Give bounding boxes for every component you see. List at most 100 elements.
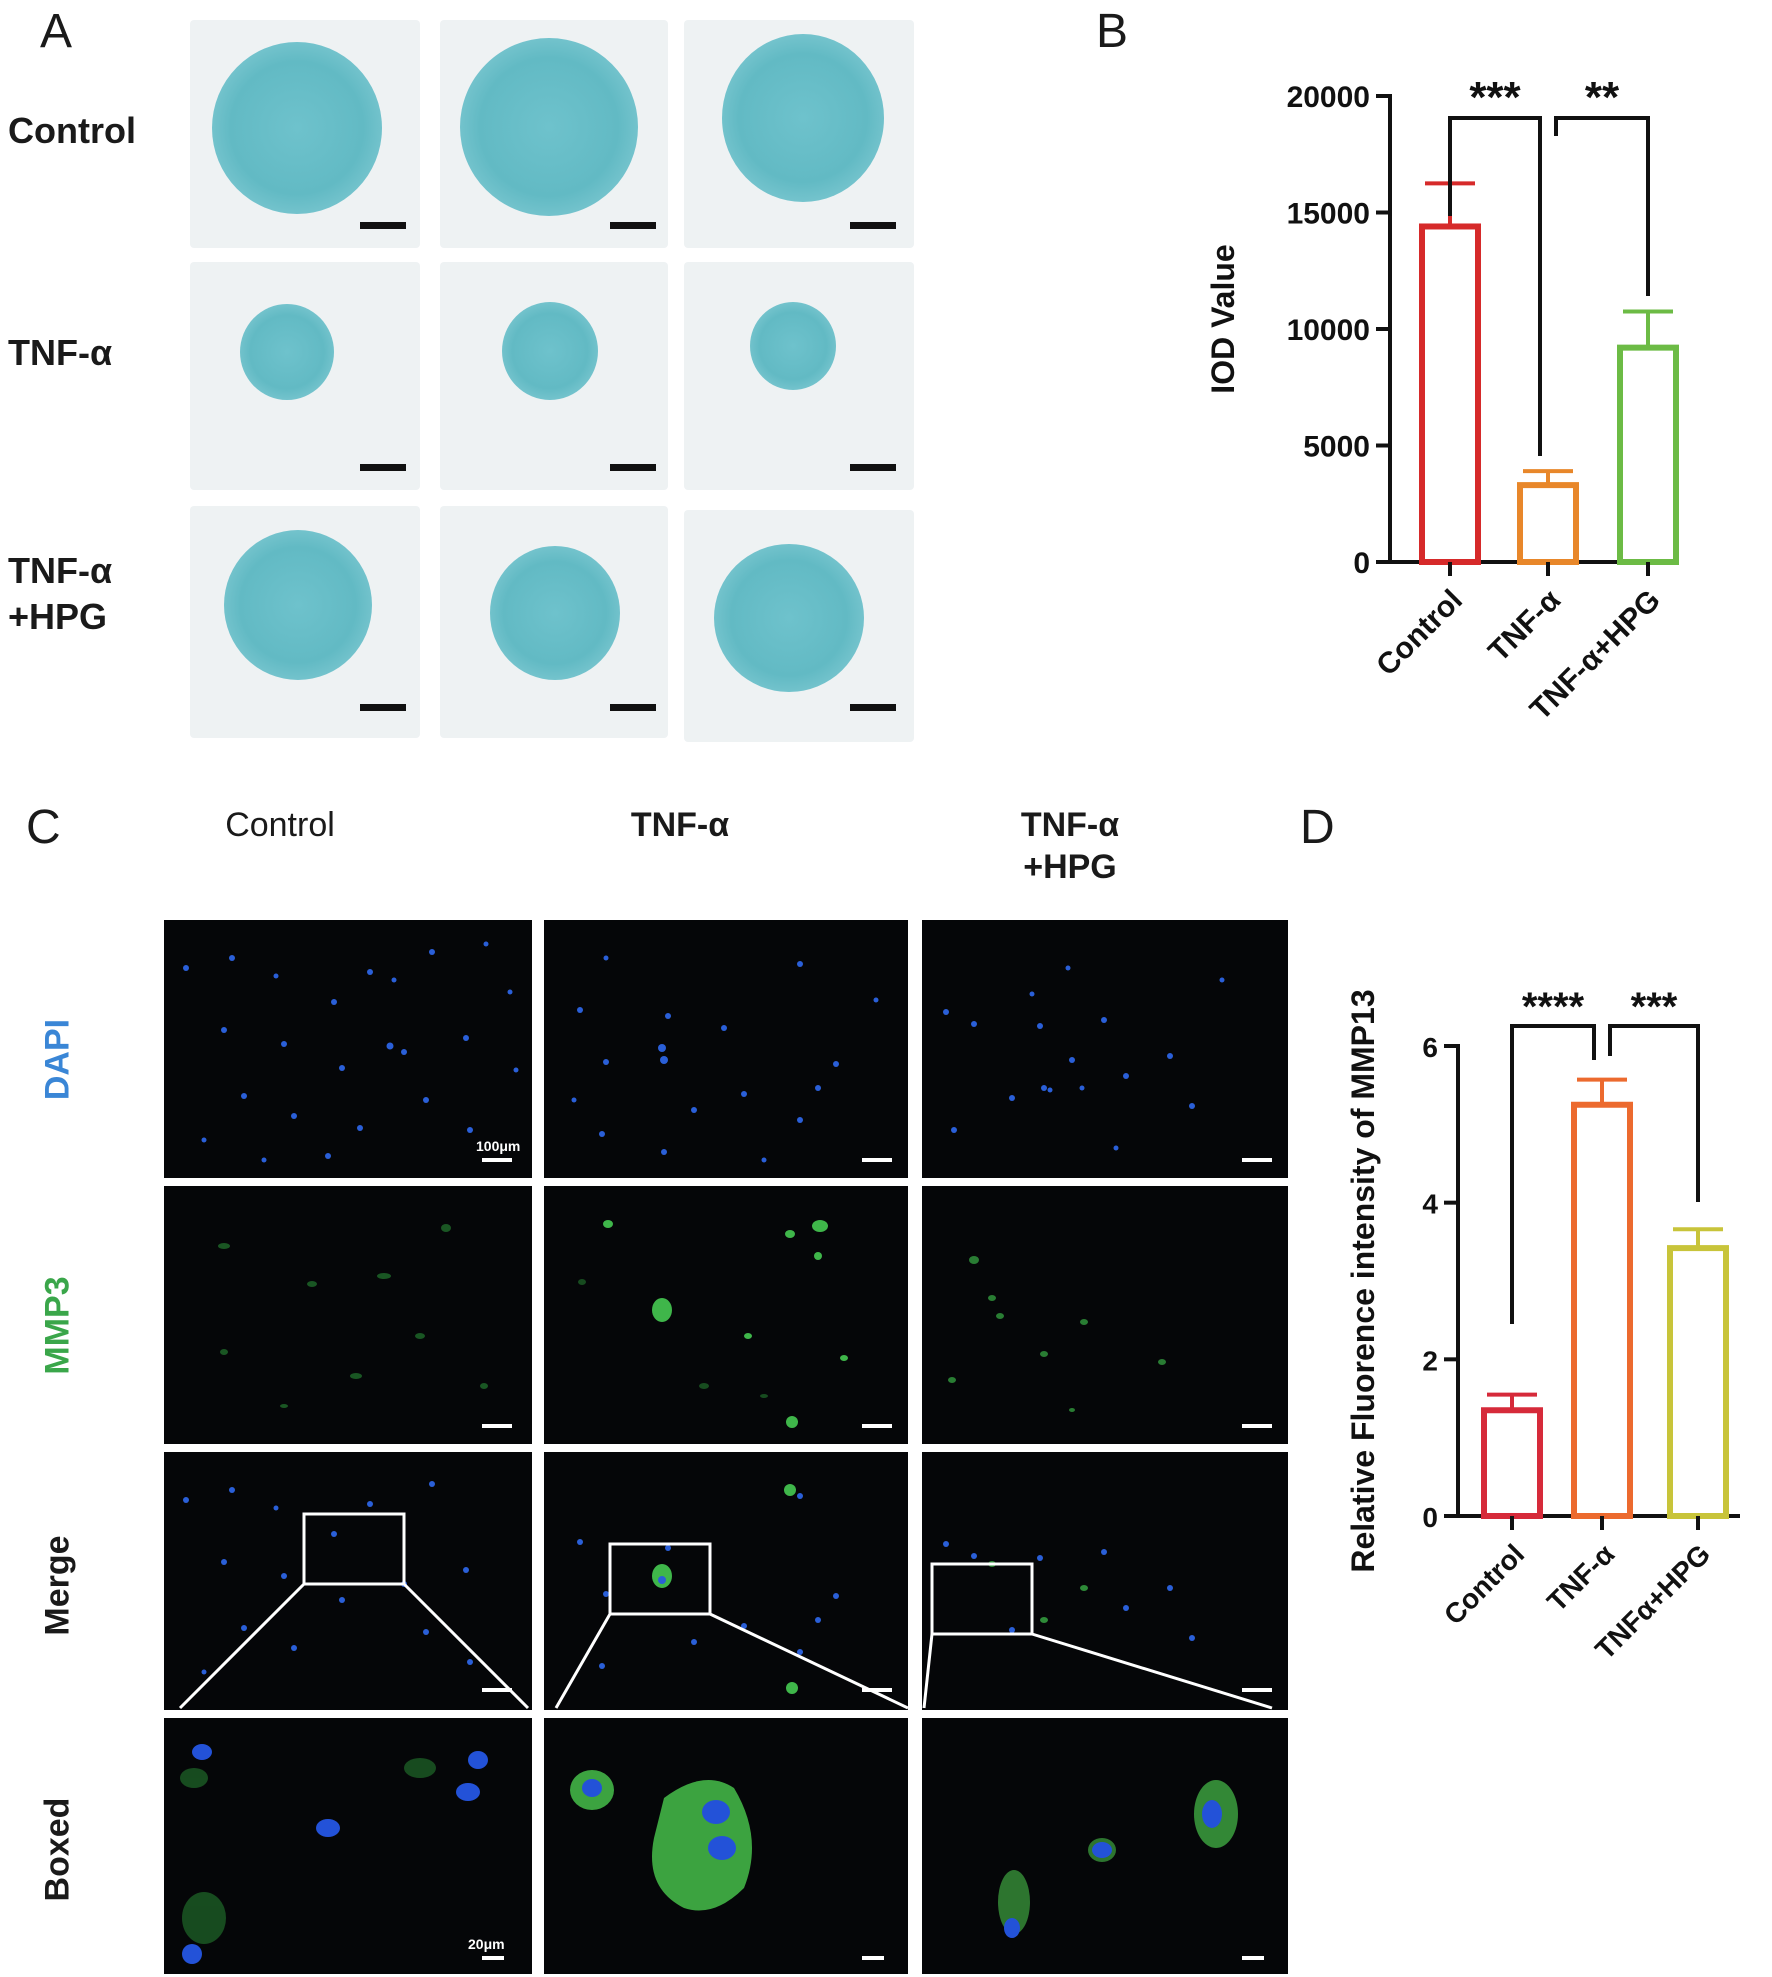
- boxed-image-tnf: [544, 1718, 908, 1974]
- alcian-image-tnf-1: [190, 262, 420, 490]
- row-label-dapi: DAPI: [38, 1018, 77, 1101]
- scale-bar: [1242, 1158, 1272, 1162]
- bar-group: Control: [1370, 181, 1481, 683]
- chart-d-mmp13: 0 2 4 6 Relative Fluorence intensity of MMP1…: [1345, 985, 1740, 1665]
- significance-label: ***: [1631, 985, 1678, 1029]
- bar: [1617, 344, 1679, 566]
- merge-signal: [178, 1481, 530, 1710]
- boxed-signal: [570, 1770, 752, 1911]
- y-tick-label: 0: [1422, 1502, 1438, 1533]
- x-tick-label: Control: [1438, 1538, 1530, 1630]
- mmp3-signal: [948, 1256, 1166, 1412]
- scale-bar: [850, 464, 896, 471]
- row-label-boxed: Boxed: [38, 1797, 77, 1902]
- scale-bar: [482, 1424, 512, 1428]
- alcian-image-control-3: [684, 20, 914, 248]
- scale-bar: [862, 1956, 884, 1960]
- bracket-line: [1448, 116, 1542, 456]
- row-label-tnf-hpg-line1: TNF-α: [8, 550, 113, 591]
- merge-image-tnf: [544, 1452, 908, 1710]
- bar-group: TNFα+HPG: [1589, 1227, 1729, 1665]
- alcian-image-control-2: [440, 20, 668, 248]
- merge-signal: [922, 1541, 1273, 1710]
- bar-group: TNF-α: [1541, 1077, 1633, 1617]
- alcian-image-tnf-3: [684, 262, 914, 490]
- significance-bracket: **: [1554, 73, 1650, 296]
- panel-letter-b: B: [1096, 5, 1129, 58]
- scale-bar: [850, 704, 896, 711]
- nuclei-dots: [571, 955, 879, 1163]
- column-label-control: Control: [225, 806, 335, 844]
- merge-image-tnf-hpg: [922, 1452, 1288, 1710]
- boxed-image-control: 20μm: [164, 1718, 532, 1974]
- scale-bar: [850, 222, 896, 229]
- zoom-box: [930, 1562, 1034, 1636]
- zoom-box: [302, 1512, 406, 1586]
- panel-letter-d: D: [1300, 801, 1335, 854]
- dapi-image-tnf: [544, 920, 908, 1178]
- pellet-stain: [240, 304, 334, 400]
- bar: [1419, 223, 1481, 565]
- dapi-image-tnf-hpg: [922, 920, 1288, 1178]
- pellet-stain: [224, 530, 372, 680]
- bar: [1481, 1407, 1543, 1519]
- y-axis-label: Relative Fluorence intensity of MMP13: [1345, 989, 1381, 1572]
- pellet-stain: [750, 302, 836, 390]
- pellet-stain: [714, 544, 864, 692]
- scale-bar: [610, 222, 656, 229]
- y-tick-label: 0: [1353, 547, 1370, 580]
- y-tick-label: 10000: [1287, 314, 1370, 347]
- bracket-line: [1510, 1024, 1596, 1324]
- merge-image-control: [164, 1452, 532, 1710]
- column-label-tnf-hpg-line1: TNF-α: [1020, 806, 1120, 844]
- scale-bar: [482, 1688, 512, 1692]
- scale-bar: [482, 1158, 512, 1162]
- row-label-control: Control: [8, 110, 136, 151]
- x-tick-label: TNF-α: [1482, 583, 1567, 668]
- column-label-tnf: TNF-α: [630, 806, 730, 844]
- x-tick-label: TNF-α: [1541, 1538, 1620, 1617]
- zoom-box: [608, 1542, 712, 1616]
- significance-label: ***: [1469, 73, 1521, 122]
- scale-bar: [862, 1688, 892, 1692]
- scale-bar: [610, 464, 656, 471]
- scale-bar: [862, 1158, 892, 1162]
- scale-bar: [482, 1956, 504, 1960]
- x-tick-label: Control: [1370, 584, 1469, 683]
- panel-letter-a: A: [40, 5, 73, 58]
- bar: [1667, 1245, 1729, 1519]
- bracket-line: [1554, 116, 1650, 296]
- scale-bar: [1242, 1424, 1272, 1428]
- nuclei-dots: [943, 965, 1225, 1151]
- scale-bar: [360, 464, 406, 471]
- scale-bar: [1242, 1956, 1264, 1960]
- scale-bar: [360, 222, 406, 229]
- y-tick-label: 6: [1422, 1032, 1438, 1063]
- alcian-image-tnf-2: [440, 262, 668, 490]
- column-label-tnf-hpg-line2: +HPG: [1023, 848, 1117, 886]
- y-tick-label: 15000: [1287, 198, 1370, 231]
- significance-bracket: ****: [1510, 985, 1596, 1324]
- y-tick-label: 4: [1422, 1189, 1438, 1220]
- pellet-stain: [460, 38, 638, 216]
- pellet-stain: [212, 42, 382, 214]
- bar: [1517, 482, 1579, 565]
- scale-bar-label-20: 20μm: [468, 1936, 505, 1952]
- mmp3-signal: [578, 1220, 848, 1428]
- row-label-mmp3: MMP3: [38, 1276, 77, 1375]
- alcian-image-tnf-hpg-1: [190, 506, 420, 738]
- bar-group: Control: [1438, 1392, 1543, 1631]
- column-label-tnf-hpg: TNF-α +HPG: [990, 804, 1150, 888]
- alcian-image-tnf-hpg-3: [684, 510, 914, 742]
- boxed-signal: [180, 1744, 488, 1964]
- significance-label: **: [1585, 73, 1620, 122]
- y-axis-label: IOD Value: [1205, 244, 1241, 393]
- row-label-tnf-hpg-line2: +HPG: [8, 596, 108, 637]
- nuclei-dots: [183, 941, 519, 1163]
- alcian-image-control-1: [190, 20, 420, 248]
- y-tick-label: 5000: [1303, 431, 1370, 464]
- boxed-image-tnf-hpg: [922, 1718, 1288, 1974]
- row-label-tnf: TNF-α: [8, 332, 113, 373]
- bar: [1571, 1101, 1633, 1519]
